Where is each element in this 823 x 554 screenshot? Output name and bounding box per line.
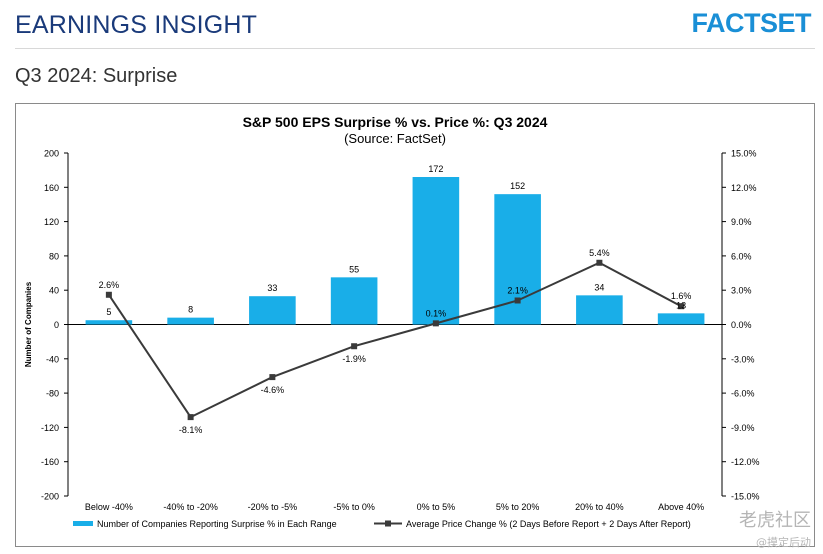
- y-tick-label: 200: [44, 149, 59, 159]
- bar-value-label: 5: [106, 307, 111, 317]
- bar-series: [85, 177, 705, 325]
- chart-legend: Number of Companies Reporting Surprise %…: [73, 519, 691, 529]
- line-point: [351, 343, 358, 350]
- bar-value-label: 13: [676, 300, 686, 310]
- line-value-label: 5.4%: [589, 248, 610, 258]
- factset-logo: FACTSET: [691, 8, 811, 38]
- chart-frame: S&P 500 EPS Surprise % vs. Price %: Q3 2…: [15, 103, 815, 547]
- y2-tick-label: 15.0%: [731, 149, 757, 159]
- y2-tick-label: 0.0%: [731, 320, 752, 330]
- x-tick-label: -5% to 0%: [333, 502, 375, 512]
- y2-tick-label: -6.0%: [731, 389, 755, 399]
- y-tick-label: 0: [54, 320, 59, 330]
- line-value-label: 2.1%: [507, 285, 528, 295]
- y-tick-label: 40: [49, 286, 59, 296]
- line-point: [596, 259, 603, 266]
- eps-surprise-chart: S&P 500 EPS Surprise % vs. Price %: Q3 2…: [24, 114, 760, 529]
- line-value-label: 2.6%: [99, 280, 120, 290]
- line-value-label: -8.1%: [179, 425, 203, 435]
- line-point: [514, 297, 521, 304]
- legend-bar-swatch: [73, 521, 93, 526]
- price-change-line: [108, 261, 682, 419]
- y2-tick-label: -12.0%: [731, 457, 760, 467]
- line-point: [105, 291, 112, 298]
- bar-value-label: 8: [188, 305, 193, 315]
- line-point: [432, 320, 439, 327]
- bar: [330, 277, 378, 325]
- y2-tick-label: 3.0%: [731, 286, 752, 296]
- line-value-label: -4.6%: [261, 385, 285, 395]
- data-labels: 5 8 33 55 172 152 34 13 2.6% -8.1% -4.6% -1.9% 0.1% 2…: [99, 164, 692, 435]
- bar-value-label: 152: [510, 181, 525, 191]
- y-axis-title: Number of Companies: [24, 281, 33, 367]
- x-tick-label: -20% to -5%: [248, 502, 298, 512]
- line-series: [105, 259, 685, 421]
- y-tick-label: 120: [44, 217, 59, 227]
- bar: [85, 320, 133, 325]
- x-tick-label: 5% to 20%: [496, 502, 540, 512]
- bar: [412, 177, 460, 325]
- chart-source: (Source: FactSet): [344, 131, 446, 146]
- page-subtitle: Q3 2024: Surprise: [15, 65, 178, 87]
- header-title: EARNINGS INSIGHT: [15, 11, 258, 39]
- watermark-handle: @摸定后动: [756, 536, 811, 549]
- bar: [249, 296, 296, 325]
- y-tick-label: -80: [46, 389, 59, 399]
- y2-tick-label: 9.0%: [731, 217, 752, 227]
- y2-tick-label: 12.0%: [731, 183, 757, 193]
- y2-tick-label: 6.0%: [731, 251, 752, 261]
- chart-title: S&P 500 EPS Surprise % vs. Price %: Q3 2…: [243, 114, 548, 130]
- y-tick-label: -160: [41, 457, 59, 467]
- bar-value-label: 34: [594, 282, 604, 292]
- x-tick-label: 0% to 5%: [417, 502, 456, 512]
- bar: [167, 317, 214, 325]
- x-tick-label: Below -40%: [85, 502, 133, 512]
- legend-line-label: Average Price Change % (2 Days Before Re…: [406, 519, 691, 529]
- bar: [576, 295, 623, 325]
- y-tick-label: -40: [46, 354, 59, 364]
- bar: [657, 313, 705, 325]
- bar-value-label: 33: [267, 283, 277, 293]
- x-tick-label: 20% to 40%: [575, 502, 624, 512]
- legend-bar-label: Number of Companies Reporting Surprise %…: [97, 519, 337, 529]
- bar-value-label: 55: [349, 264, 359, 274]
- legend-line-marker: [385, 520, 391, 527]
- y2-tick-label: -9.0%: [731, 423, 755, 433]
- y2-tick-label: -15.0%: [731, 492, 760, 502]
- y-tick-label: -200: [41, 492, 59, 502]
- chart-axes: 200 160 120 80 40 0 -40 -80 -120 -160 -200 15.0% 12.…: [24, 149, 760, 513]
- y-tick-label: -120: [41, 423, 59, 433]
- y-tick-label: 80: [49, 251, 59, 261]
- line-value-label: 1.6%: [671, 291, 692, 301]
- line-point: [269, 374, 276, 381]
- x-tick-label: -40% to -20%: [163, 502, 218, 512]
- header-divider: [15, 48, 815, 49]
- line-value-label: 0.1%: [426, 308, 447, 318]
- y2-tick-label: -3.0%: [731, 354, 755, 364]
- line-value-label: -1.9%: [342, 354, 366, 364]
- bar-value-label: 172: [428, 164, 443, 174]
- line-point: [187, 414, 194, 421]
- watermark-text: 老虎社区: [739, 510, 811, 531]
- line-point: [678, 303, 685, 310]
- y-tick-label: 160: [44, 183, 59, 193]
- x-tick-label: Above 40%: [658, 502, 704, 512]
